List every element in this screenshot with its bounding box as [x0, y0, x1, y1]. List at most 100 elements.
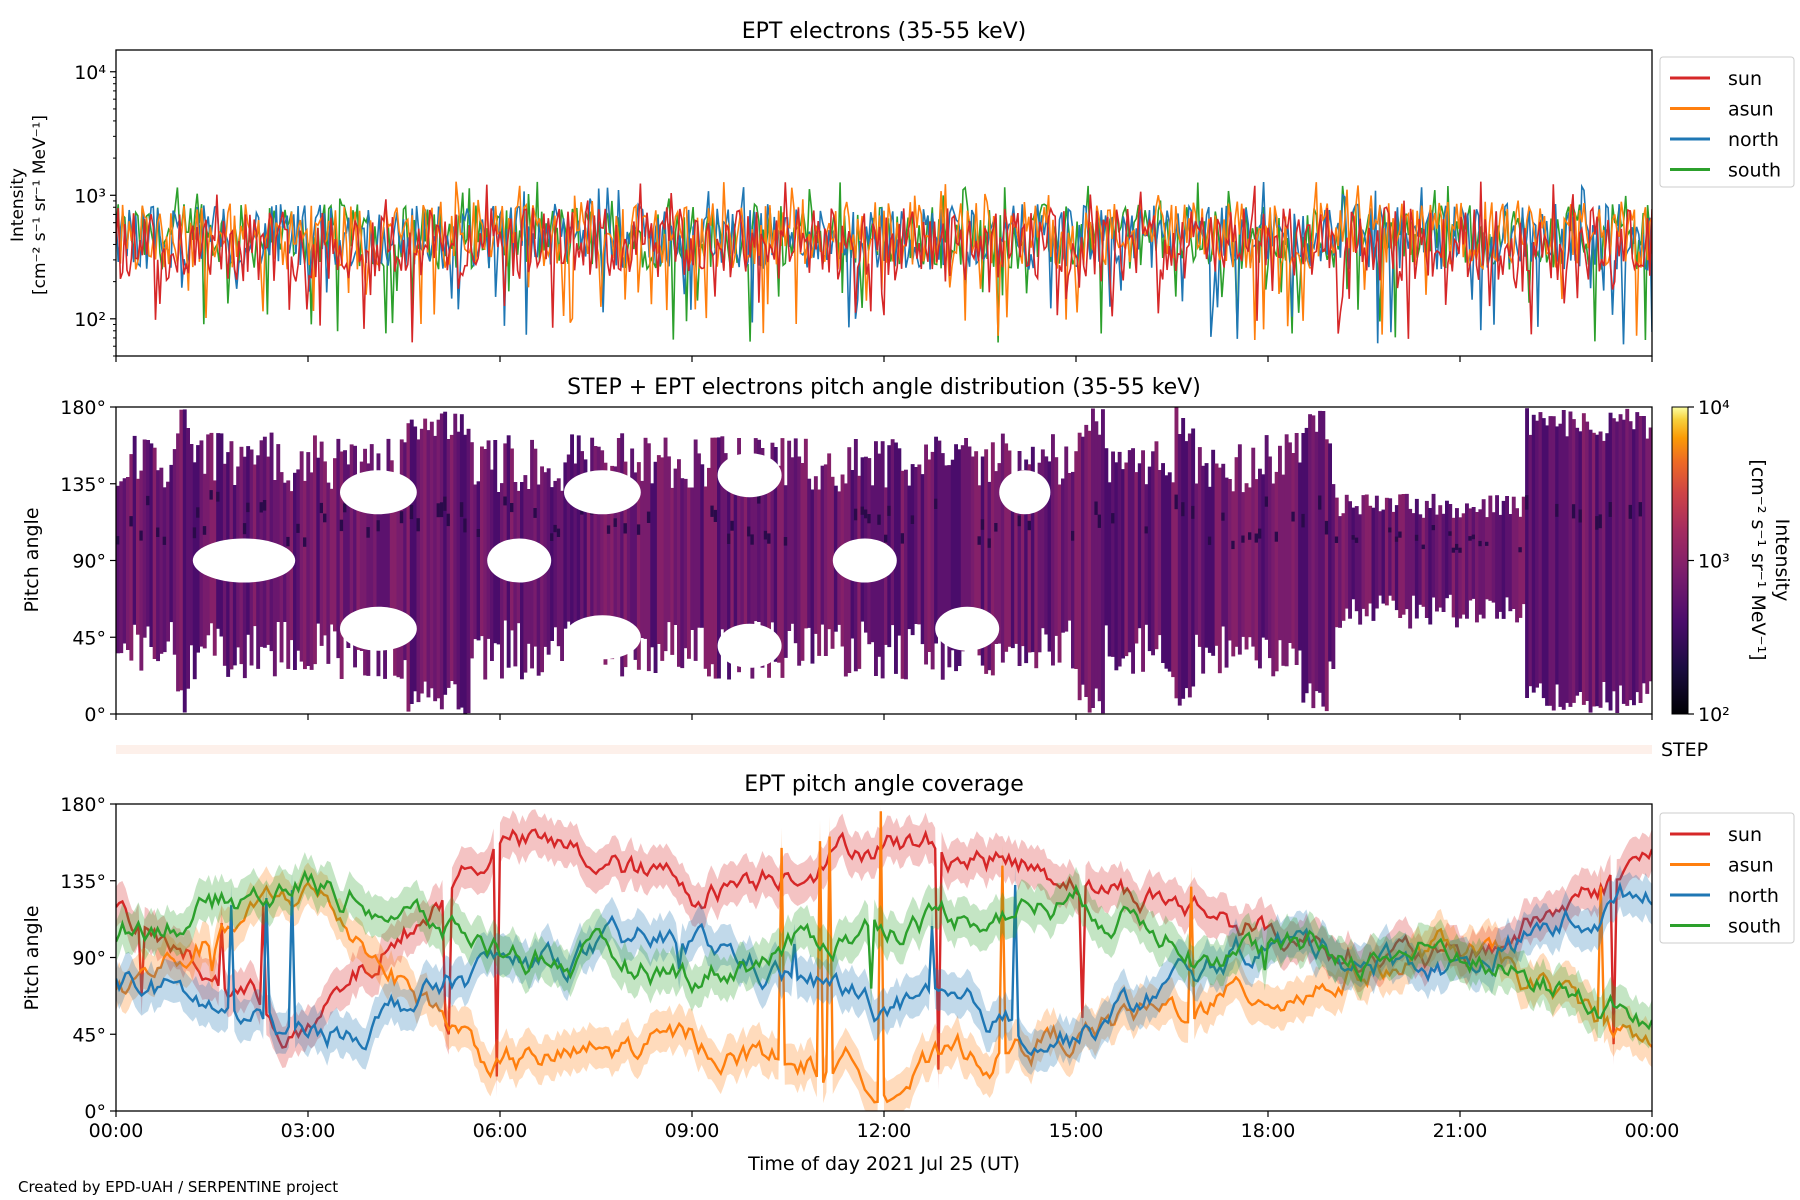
heat-column: [1391, 511, 1396, 601]
heat-column: [473, 484, 478, 640]
heat-column: [1127, 450, 1132, 653]
heat-column: [800, 463, 805, 661]
heat-column: [419, 428, 424, 694]
heat-column: [216, 433, 221, 629]
legend-label-sun: sun: [1728, 68, 1762, 90]
heat-column: [1441, 513, 1446, 612]
heat-column: [343, 450, 347, 628]
heat-column: [476, 481, 481, 641]
heat-column: [553, 480, 558, 628]
heat-column: [1207, 486, 1212, 653]
heat-column: [306, 452, 311, 666]
heat-column: [122, 478, 127, 644]
heat-column: [710, 437, 715, 665]
heat-column: [997, 463, 1002, 644]
panel1-legend-entries: sun asun north south: [1670, 68, 1781, 182]
heat-column: [1117, 451, 1122, 667]
heat-column: [1010, 489, 1015, 649]
heat-column: [172, 449, 177, 655]
heat-column: [293, 472, 297, 670]
heat-column: [166, 481, 170, 642]
heat-column: [192, 462, 197, 680]
heat-cell: [884, 534, 888, 543]
heat-column: [580, 451, 584, 633]
heat-column: [469, 442, 474, 659]
heat-cell: [209, 490, 214, 500]
heat-column: [663, 437, 668, 652]
heat-column: [1558, 423, 1563, 707]
heat-column: [1258, 468, 1262, 669]
heat-column: [783, 485, 788, 658]
heat-column: [646, 443, 651, 672]
heat-column: [1131, 448, 1135, 674]
heat-column: [1241, 492, 1246, 637]
ytick-label: 180°: [60, 794, 106, 816]
heat-column: [1585, 421, 1590, 701]
heat-column: [1445, 500, 1449, 599]
heat-column: [636, 462, 641, 670]
ytick-label: 180°: [60, 397, 106, 419]
series-band-sun: [116, 809, 1652, 1097]
heat-cell: [730, 520, 735, 531]
heat-column: [593, 446, 598, 642]
heat-column: [446, 439, 451, 688]
heat-cell: [747, 526, 751, 537]
heat-column: [336, 438, 341, 659]
heat-column: [149, 443, 154, 647]
colorbar: 10² 10³ 10⁴ Intensity [cm⁻² s⁻¹ sr⁻¹ MeV⁻¹…: [1671, 397, 1793, 726]
panel1-ylabel-line2: [cm⁻² s⁻¹ sr⁻¹ MeV⁻¹]: [30, 115, 50, 295]
coverage-gap: [999, 470, 1051, 515]
heat-column: [904, 469, 908, 680]
heat-column: [1268, 456, 1272, 659]
heat-column: [1171, 482, 1176, 678]
heat-column: [386, 438, 391, 631]
heat-cell: [436, 503, 441, 518]
heat-column: [1508, 514, 1513, 612]
heat-cell: [646, 511, 651, 523]
heat-column: [613, 466, 618, 640]
heat-column: [1167, 472, 1172, 672]
heat-cell: [994, 523, 999, 532]
heat-column: [1455, 508, 1459, 628]
heat-column: [583, 459, 588, 626]
heat-column: [924, 444, 928, 665]
heat-column: [1424, 500, 1429, 618]
heat-column: [1384, 497, 1389, 606]
panel1-title: EPT electrons (35-55 keV): [742, 19, 1027, 44]
heat-column: [1404, 493, 1409, 610]
heat-cell: [763, 530, 768, 540]
colorbar-tick-label: 10³: [1698, 551, 1730, 573]
heat-column: [309, 472, 314, 670]
heat-column: [586, 482, 591, 636]
heat-column: [1411, 513, 1416, 596]
heat-column: [1354, 506, 1359, 612]
series-line-asun: [116, 811, 1652, 1104]
heat-column: [1081, 436, 1085, 685]
heat-column: [323, 461, 327, 636]
heat-column: [1144, 484, 1149, 625]
heat-column: [1538, 412, 1543, 684]
heat-column: [803, 438, 808, 629]
heat-column: [1615, 421, 1620, 713]
heat-column: [1107, 482, 1112, 657]
heat-column: [1381, 509, 1386, 604]
heat-column: [920, 474, 925, 645]
panel3-legend-box: [1659, 812, 1795, 944]
heat-column: [1067, 473, 1072, 621]
heat-column: [1004, 443, 1009, 652]
heat-column: [1374, 495, 1379, 609]
heat-column: [423, 418, 428, 682]
heat-column: [1528, 434, 1533, 687]
xtick-label: 09:00: [665, 1120, 720, 1142]
heat-column: [1461, 513, 1466, 615]
heat-column: [606, 474, 611, 644]
heat-cell: [977, 536, 982, 545]
heat-cell: [980, 519, 985, 530]
heat-column: [1545, 425, 1549, 706]
heat-column: [449, 434, 454, 681]
heat-column: [1368, 505, 1373, 604]
heat-column: [443, 411, 448, 695]
heat-cell: [1431, 525, 1436, 531]
heat-column: [1264, 435, 1269, 640]
heat-column: [987, 481, 992, 671]
